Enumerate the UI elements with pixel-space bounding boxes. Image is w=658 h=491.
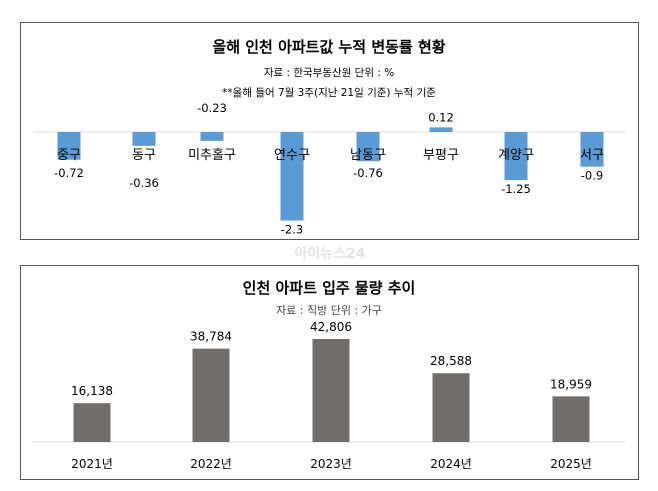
value-label: 18,959 [550, 377, 592, 391]
value-label: -0.23 [197, 101, 227, 115]
category-label: 2021년 [71, 457, 113, 471]
bar-1 [192, 348, 230, 442]
value-label: 0.12 [428, 110, 454, 124]
value-label: -0.36 [129, 176, 159, 190]
value-label: 28,588 [430, 354, 472, 368]
category-label: 서구 [580, 148, 604, 163]
bar-3 [432, 373, 470, 442]
chart-title: 인천 아파트 입주 물량 추이 [243, 279, 416, 297]
value-label: -1.25 [501, 182, 531, 196]
bar-0 [73, 403, 111, 442]
value-label: -0.9 [581, 169, 603, 183]
value-label: 42,806 [310, 320, 352, 334]
bar-0 [57, 132, 81, 160]
value-label: -0.72 [54, 166, 84, 180]
bar-5 [429, 127, 453, 132]
chart-subtitle: 자료 : 한국부동산원 단위 : % [264, 66, 394, 79]
chart-subtitle: 자료 : 직방 단위 : 가구 [276, 304, 382, 317]
bar-3 [280, 132, 304, 221]
category-label: 2025년 [550, 457, 592, 471]
category-label: 연수구 [274, 148, 310, 163]
chart-title: 올해 인천 아파트값 누적 변동률 현황 [212, 38, 445, 56]
category-label: 중구 [57, 148, 81, 163]
value-label: 38,784 [190, 330, 232, 344]
value-label: 16,138 [71, 384, 113, 398]
bar-1 [132, 132, 156, 146]
category-label: 남동구 [350, 148, 386, 163]
bar-4 [356, 132, 380, 162]
bar-4 [552, 396, 590, 442]
bar-2 [312, 339, 350, 442]
category-label: 2022년 [190, 457, 232, 471]
bar-2 [200, 132, 224, 141]
value-label: -0.76 [353, 166, 383, 180]
category-label: 2023년 [310, 457, 352, 471]
value-label: -2.3 [281, 223, 303, 237]
category-label: 2024년 [430, 457, 472, 471]
category-label: 부평구 [423, 148, 459, 163]
category-label: 계양구 [498, 148, 534, 163]
bar-6 [504, 132, 528, 181]
bar-7 [580, 132, 604, 167]
category-label: 동구 [132, 148, 156, 163]
category-label: 미추홀구 [188, 148, 236, 163]
watermark-logo: 아이뉴스24 [294, 246, 366, 262]
chart-note: **올해 들어 7월 3주(지난 21일 기준) 누적 기준 [222, 86, 436, 99]
